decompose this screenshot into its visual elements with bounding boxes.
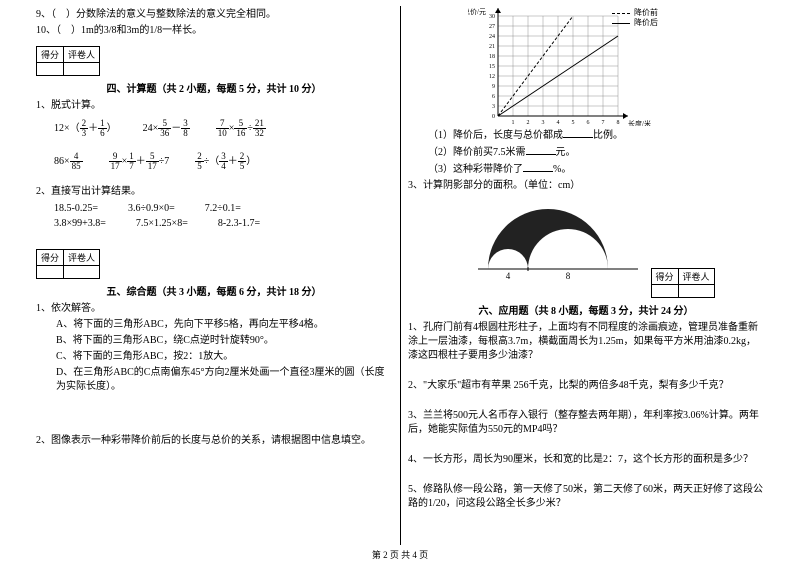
svg-text:21: 21	[489, 44, 495, 50]
s4-q2: 2、直接写出计算结果。	[36, 185, 392, 199]
svg-text:9: 9	[492, 84, 495, 90]
left-column: 9、（ ）分数除法的意义与整数除法的意义完全相同。 10、（ ）1m的3/8和3…	[28, 6, 400, 540]
grader-label: 评卷人	[64, 47, 100, 63]
price-chart: 12345678036912151821242730总价/元长度/米 降价前 降…	[468, 6, 668, 126]
score-label: 得分	[37, 47, 64, 63]
svg-text:5: 5	[572, 120, 575, 126]
svg-text:0: 0	[492, 114, 495, 120]
svg-text:12: 12	[489, 74, 495, 80]
svg-text:27: 27	[489, 24, 495, 30]
svg-text:8: 8	[617, 120, 620, 126]
score-box-4: 得分 评卷人	[36, 46, 100, 76]
right-column: 12345678036912151821242730总价/元长度/米 降价前 降…	[400, 6, 772, 540]
score-box-5: 得分 评卷人	[36, 249, 100, 279]
arc-label-8: 8	[566, 271, 571, 279]
s5-qA: A、将下面的三角形ABC，先向下平移5格，再向左平移4格。	[36, 318, 392, 332]
calc-row-2: 86×485 917×17＋517÷7 25÷（34＋25）	[54, 152, 392, 171]
svg-text:长度/米: 长度/米	[628, 119, 651, 126]
s5-q3: 3、计算阴影部分的面积。（单位：cm）	[408, 179, 764, 193]
svg-text:7: 7	[602, 120, 605, 126]
s4-q1: 1、脱式计算。	[36, 99, 392, 113]
r-q3: （3）这种彩带降价了%。	[408, 162, 764, 177]
svg-text:4: 4	[557, 120, 560, 126]
q10: 10、（ ）1m的3/8和3m的1/8一样长。	[36, 24, 392, 38]
s5-qD: D、在三角形ABC的C点南偏东45°方向2厘米处画一个直径3厘米的圆（长度为实际…	[36, 366, 392, 394]
svg-text:3: 3	[492, 104, 495, 110]
s5-q2: 2、图像表示一种彩带降价前后的长度与总价的关系，请根据图中信息填空。	[36, 434, 392, 448]
score-box-6: 得分 评卷人	[651, 268, 715, 298]
svg-text:18: 18	[489, 54, 495, 60]
s5-qB: B、将下面的三角形ABC，绕C点逆时针旋转90°。	[36, 334, 392, 348]
svg-text:6: 6	[492, 94, 495, 100]
arc-figure: 4 8	[468, 199, 648, 279]
s5-q1: 1、依次解答。	[36, 302, 392, 316]
svg-text:6: 6	[587, 120, 590, 126]
calc-row-1: 12×（23＋16） 24×536－38 710×516÷2132	[54, 119, 392, 138]
s6-q5: 5、修路队修一段公路，第一天修了50米，第二天修了60米，两天正好修了这段公路的…	[408, 483, 764, 511]
section6-title: 六、应用题（共 8 小题，每题 3 分，共计 24 分）	[408, 302, 764, 317]
s5-qC: C、将下面的三角形ABC，按2：1放大。	[36, 350, 392, 364]
svg-text:3: 3	[542, 120, 545, 126]
svg-text:30: 30	[489, 14, 495, 20]
s6-q1: 1、孔府门前有4根圆柱形柱子，上面均有不同程度的涂画痕迹，管理员准备重新涂上一层…	[408, 321, 764, 363]
column-divider	[400, 6, 401, 545]
r-q2: （2）降价前买7.5米需元。	[408, 145, 764, 160]
svg-text:1: 1	[512, 120, 515, 126]
arc-label-4: 4	[506, 271, 511, 279]
direct-row-2: 3.8×99+3.8= 7.5×1.25×8= 8-2.3-1.7=	[54, 218, 392, 229]
chart-legend: 降价前 降价后	[612, 8, 658, 29]
r-q1: （1）降价后，长度与总价都成比例。	[408, 128, 764, 143]
svg-text:2: 2	[527, 120, 530, 126]
s6-q3: 3、兰兰将500元人名币存入银行（整存整去两年期），年利率按3.06%计算。两年…	[408, 409, 764, 437]
page-footer: 第 2 页 共 4 页	[0, 548, 800, 561]
svg-text:15: 15	[489, 64, 495, 70]
q9: 9、（ ）分数除法的意义与整数除法的意义完全相同。	[36, 8, 392, 22]
svg-text:总价/元: 总价/元	[468, 7, 486, 16]
section5-title: 五、综合题（共 3 小题，每题 6 分，共计 18 分）	[36, 283, 392, 298]
s6-q2: 2、"大家乐"超市有苹果 256千克，比梨的两倍多48千克，梨有多少千克？	[408, 379, 764, 393]
s6-q4: 4、一长方形，周长为90厘米，长和宽的比是2：7，这个长方形的面积是多少？	[408, 453, 764, 467]
svg-text:24: 24	[489, 34, 495, 40]
section4-title: 四、计算题（共 2 小题，每题 5 分，共计 10 分）	[36, 80, 392, 95]
direct-row-1: 18.5-0.25= 3.6÷0.9×0= 7.2÷0.1=	[54, 203, 392, 214]
